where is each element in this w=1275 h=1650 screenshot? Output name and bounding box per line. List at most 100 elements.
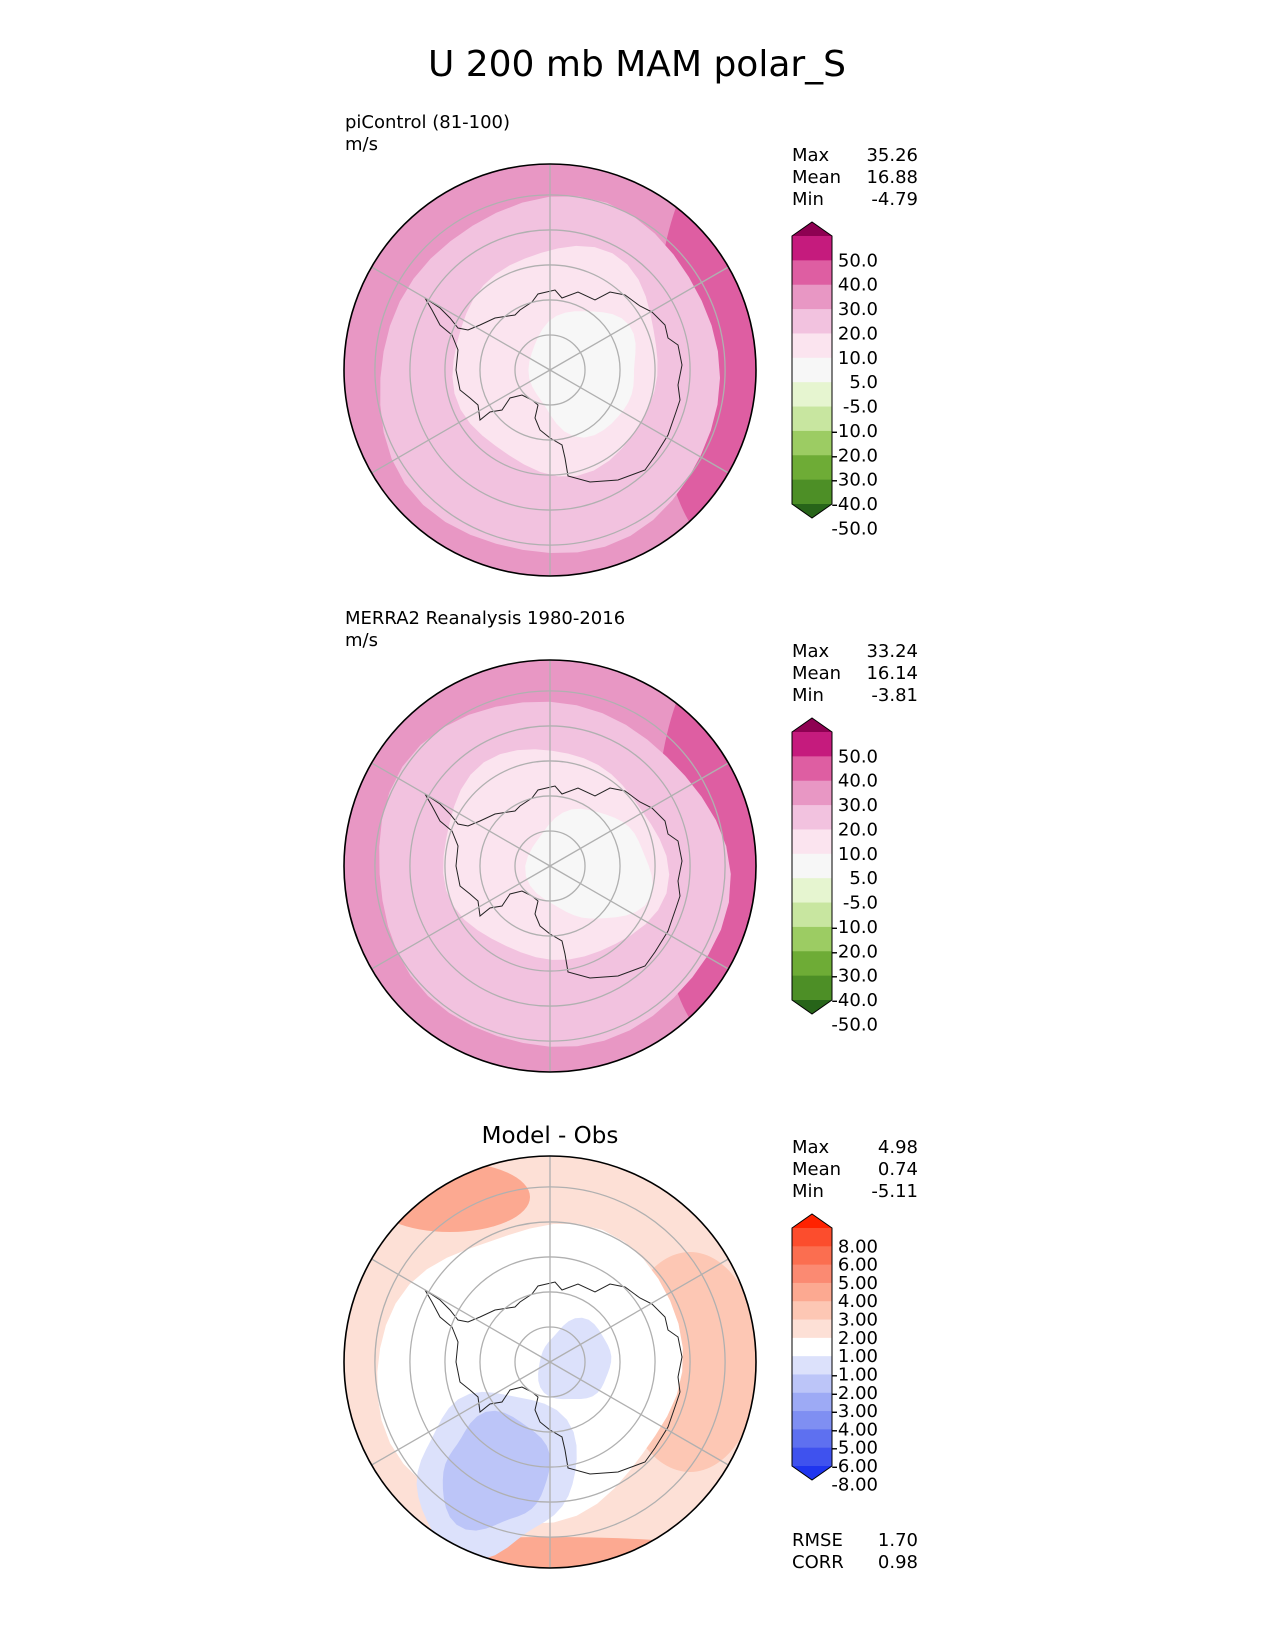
contour-band-2-7 <box>538 1317 612 1400</box>
stat-value: 35.26 <box>866 145 918 166</box>
colorbar-segment <box>792 805 832 830</box>
stat-name: Mean <box>792 663 841 684</box>
panel-diff: Model - Obs Max 4.98 Mean 0.74 Min -5.11 8.006.… <box>343 1123 918 1573</box>
colorbar-tick-label: 50.0 <box>838 250 878 271</box>
colorbar-segment <box>792 878 832 904</box>
colorbar-tick-label: -50.0 <box>831 518 878 539</box>
colorbar-tick-label: 1.00 <box>838 1346 878 1367</box>
colorbar-tick-label: 6.00 <box>838 1255 878 1276</box>
meridian-line <box>549 1361 729 1466</box>
colorbar-segment <box>792 1392 832 1412</box>
stat-name: Min <box>792 1181 824 1202</box>
stat-name: Max <box>792 641 830 662</box>
colorbar-segment <box>792 430 832 456</box>
colorbar-tick-label: -30.0 <box>831 470 878 491</box>
colorbar-extend-min <box>792 504 832 518</box>
stat-value: 4.98 <box>878 1137 918 1158</box>
meridian-line <box>371 762 551 867</box>
metric-name: CORR <box>792 1552 844 1573</box>
colorbar-tick-label: -20.0 <box>831 941 878 962</box>
meridian-line <box>371 369 551 474</box>
colorbar-tick-label: 8.00 <box>838 1236 878 1257</box>
colorbar-segment <box>792 309 832 334</box>
stat-name: Max <box>792 145 830 166</box>
colorbar-segment <box>792 951 832 977</box>
colorbar-outline <box>791 717 833 1015</box>
panel-label: piControl (81-100) <box>345 112 510 133</box>
graticule <box>371 164 729 576</box>
colorbar-segment <box>792 382 832 408</box>
meridian-line <box>549 1258 729 1363</box>
colorbar-tick-label: 50.0 <box>838 746 878 767</box>
colorbar-tick-label: 30.0 <box>838 299 878 320</box>
colorbar-segment <box>792 1411 832 1430</box>
colorbar-segment <box>792 1301 832 1321</box>
panel-label: MERRA2 Reanalysis 1980-2016 <box>345 608 625 629</box>
graticule <box>371 660 729 1072</box>
antarctica-coastline <box>424 289 683 483</box>
colorbar-tick-label: -20.0 <box>831 445 878 466</box>
colorbar-segment <box>792 975 832 1001</box>
colorbar-segment <box>792 333 832 359</box>
colorbar-extend-min <box>792 1466 832 1480</box>
colorbar-tick-label: 40.0 <box>838 771 878 792</box>
colorbar-tick-label: 30.0 <box>838 795 878 816</box>
stat-value: -5.11 <box>871 1181 918 1202</box>
colorbar-segment <box>792 284 832 310</box>
colorbar-tick-label: 3.00 <box>838 1310 878 1331</box>
stat-value: -3.81 <box>871 685 918 706</box>
meridian-line <box>549 266 729 371</box>
colorbar-tick-label: -40.0 <box>831 990 878 1011</box>
colorbar-tick-label: -3.00 <box>831 1401 878 1422</box>
metric-value: 1.70 <box>878 1530 918 1551</box>
colorbar-segment <box>792 1447 832 1467</box>
stat-value: 33.24 <box>866 641 918 662</box>
stat-name: Min <box>792 189 824 210</box>
colorbar-tick-label: -1.00 <box>831 1364 878 1385</box>
colorbar-extend-max <box>792 222 832 236</box>
colorbar-segment <box>792 1246 832 1266</box>
stat-value: 16.14 <box>866 663 918 684</box>
colorbar-tick-label: -10.0 <box>831 917 878 938</box>
colorbar: 50.0 40.0 30.0 20.0 10.0 5.0 -5.0 -10.0 -20.0 -30… <box>791 221 878 539</box>
meridian-line <box>371 266 551 371</box>
metric-name: RMSE <box>792 1530 843 1551</box>
field-contours <box>344 1156 756 1568</box>
meridian-line <box>549 369 729 474</box>
colorbar-outline <box>791 221 833 519</box>
map-boundary <box>343 659 757 1073</box>
colorbar-tick-label: -5.0 <box>843 397 878 418</box>
stat-name: Max <box>792 1137 830 1158</box>
colorbar-segment <box>792 780 832 806</box>
colorbar-tick-label: -30.0 <box>831 966 878 987</box>
colorbar-extend-max <box>792 1214 832 1228</box>
graticule <box>371 1156 729 1568</box>
stat-value: 16.88 <box>866 167 918 188</box>
contour-band-0-4 <box>528 311 636 438</box>
colorbar-segment <box>792 479 832 505</box>
meridian-line <box>549 762 729 867</box>
colorbar-segment <box>792 853 832 879</box>
stat-name: Mean <box>792 167 841 188</box>
colorbar-tick-label: -50.0 <box>831 1014 878 1035</box>
colorbar-segment <box>792 357 832 383</box>
colorbar-segment <box>792 1282 832 1302</box>
colorbar-tick-label: 4.00 <box>838 1291 878 1312</box>
colorbar-tick-label: 20.0 <box>838 323 878 344</box>
colorbar-segment <box>792 455 832 481</box>
meridian-line <box>371 1361 551 1466</box>
colorbar-segment <box>792 1374 832 1394</box>
map-boundary <box>343 1155 757 1569</box>
colorbar-segment <box>792 406 832 432</box>
colorbar-tick-label: 5.0 <box>849 868 878 889</box>
meridian-line <box>371 1258 551 1363</box>
colorbar-segment <box>792 1264 832 1284</box>
stat-value: -4.79 <box>871 189 918 210</box>
colorbar-outline <box>791 1213 833 1481</box>
colorbar-tick-label: -40.0 <box>831 494 878 515</box>
antarctica-coastline <box>424 785 683 979</box>
colorbar-segment <box>792 829 832 855</box>
colorbar-tick-label: -5.0 <box>843 893 878 914</box>
